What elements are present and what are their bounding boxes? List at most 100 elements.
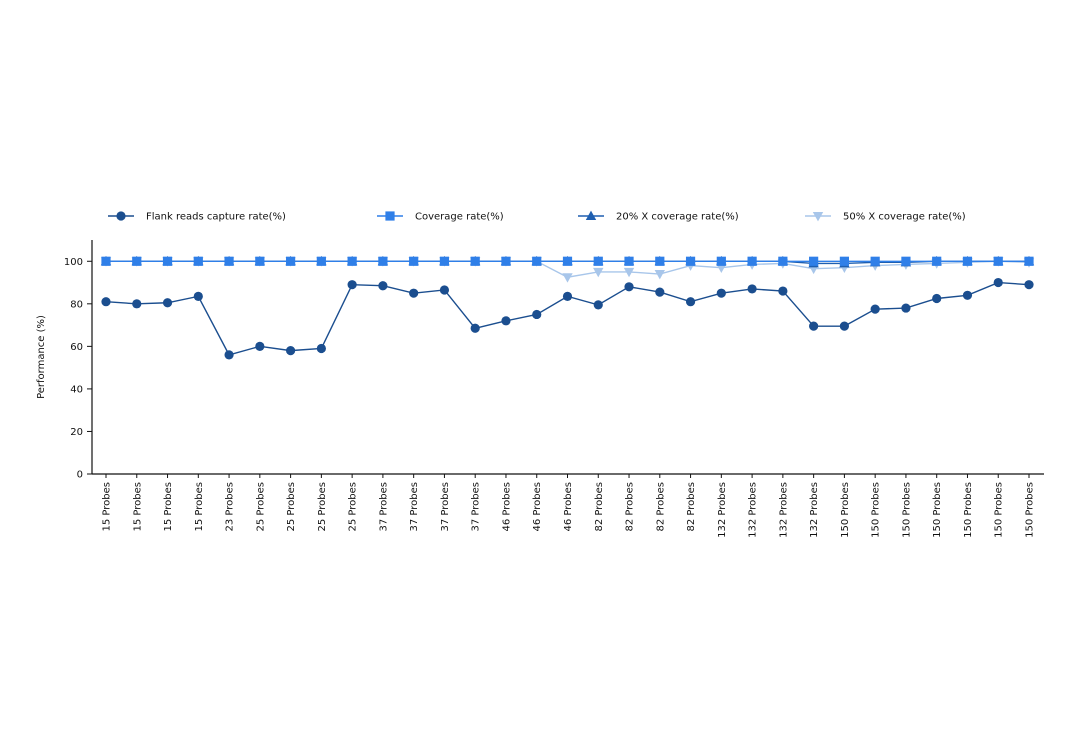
data-point xyxy=(409,288,419,298)
data-point xyxy=(562,256,573,266)
y-tick-label: 80 xyxy=(70,299,83,310)
y-ticks: 0 20 40 60 80 100 xyxy=(64,257,92,481)
y-axis-title: Performance (%) xyxy=(36,315,47,399)
legend-marker xyxy=(116,211,126,221)
data-point xyxy=(778,256,788,266)
data-point xyxy=(1024,280,1034,290)
x-tick-label: 150 Probes xyxy=(840,482,851,538)
data-point xyxy=(716,288,726,298)
legend-item: 50% X coverage rate(%) xyxy=(805,212,966,223)
data-point xyxy=(162,298,173,308)
x-tick-label: 23 Probes xyxy=(225,482,236,531)
series-0 xyxy=(101,277,1034,360)
x-tick-label: 150 Probes xyxy=(994,482,1005,538)
legend-marker xyxy=(812,212,824,222)
data-point xyxy=(809,321,819,331)
x-tick-label: 15 Probes xyxy=(132,482,143,531)
x-tick-label: 82 Probes xyxy=(594,482,605,531)
x-tick-label: 150 Probes xyxy=(871,482,882,538)
data-point xyxy=(993,256,1003,266)
data-point xyxy=(470,323,480,333)
data-point xyxy=(193,256,203,266)
data-point xyxy=(716,256,726,266)
x-tick-label: 37 Probes xyxy=(471,482,482,531)
data-point xyxy=(316,343,326,354)
x-tick-label: 25 Probes xyxy=(255,482,266,531)
data-point xyxy=(162,256,173,266)
data-point xyxy=(286,256,296,266)
legend-item: Flank reads capture rate(%) xyxy=(108,211,286,223)
x-tick-label: 15 Probes xyxy=(194,482,205,531)
x-tick-label: 46 Probes xyxy=(532,482,543,531)
x-tick-label: 15 Probes xyxy=(163,482,174,531)
data-point xyxy=(532,256,542,266)
data-point xyxy=(655,256,665,266)
data-point xyxy=(409,256,419,266)
data-point xyxy=(501,256,511,266)
x-tick-label: 150 Probes xyxy=(963,482,974,538)
x-tick-label: 37 Probes xyxy=(378,482,389,531)
data-point xyxy=(747,256,757,266)
x-tick-label: 37 Probes xyxy=(409,482,420,531)
data-point xyxy=(439,285,450,295)
x-tick-label: 132 Probes xyxy=(809,482,820,538)
y-tick-label: 0 xyxy=(77,470,83,481)
data-point xyxy=(870,304,880,314)
series xyxy=(100,255,1035,360)
data-point xyxy=(685,256,696,266)
data-point xyxy=(439,256,450,266)
x-tick-label: 15 Probes xyxy=(102,482,113,531)
x-tick-label: 82 Probes xyxy=(625,482,636,531)
data-point xyxy=(993,277,1003,288)
data-point xyxy=(562,291,573,301)
legend-item: Coverage rate(%) xyxy=(377,211,504,223)
legend-label: Flank reads capture rate(%) xyxy=(146,212,286,223)
data-point xyxy=(747,284,757,294)
data-point xyxy=(1024,256,1034,266)
data-point xyxy=(593,256,603,266)
data-point xyxy=(132,256,142,266)
x-tick-label: 150 Probes xyxy=(932,482,943,538)
data-point xyxy=(593,300,603,310)
x-tick-label: 46 Probes xyxy=(563,482,574,531)
data-point xyxy=(623,267,635,278)
data-point xyxy=(132,299,142,309)
y-tick-label: 40 xyxy=(70,384,83,395)
data-point xyxy=(193,291,203,301)
data-point xyxy=(101,297,111,307)
x-tick-label: 25 Probes xyxy=(348,482,359,531)
data-point xyxy=(932,293,942,304)
legend-item: 20% X coverage rate(%) xyxy=(578,210,739,223)
data-point xyxy=(316,256,326,266)
data-point xyxy=(654,270,665,280)
x-tick-label: 82 Probes xyxy=(686,482,697,531)
data-point xyxy=(470,256,480,266)
data-point xyxy=(286,346,296,356)
data-point xyxy=(378,281,388,291)
data-point xyxy=(901,303,911,313)
legend-marker xyxy=(385,211,395,221)
x-tick-label: 46 Probes xyxy=(501,482,512,531)
x-tick-label: 25 Probes xyxy=(317,482,328,531)
x-tick-label: 132 Probes xyxy=(717,482,728,538)
data-point xyxy=(655,287,665,297)
data-point xyxy=(501,316,511,326)
data-point xyxy=(532,309,542,320)
data-point xyxy=(224,256,234,266)
data-point xyxy=(839,321,850,331)
data-point xyxy=(685,297,696,307)
x-tick-label: 150 Probes xyxy=(1025,482,1036,538)
data-point xyxy=(101,256,111,266)
series-1 xyxy=(101,256,1034,266)
data-point xyxy=(378,256,388,266)
y-tick-label: 60 xyxy=(70,342,83,353)
y-tick-label: 100 xyxy=(64,257,83,268)
data-point xyxy=(962,290,973,300)
y-tick-label: 20 xyxy=(70,427,83,438)
data-point xyxy=(347,256,357,266)
legend: Flank reads capture rate(%) Coverage rate… xyxy=(108,210,966,223)
data-point xyxy=(716,263,727,274)
data-point xyxy=(962,256,973,266)
